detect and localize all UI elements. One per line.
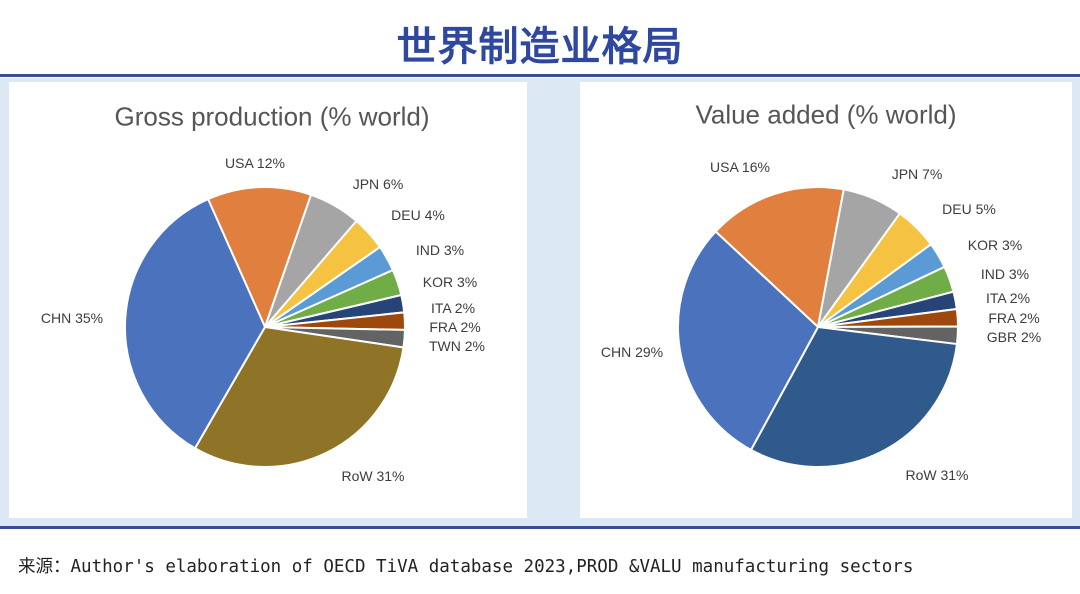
data-label-kor: KOR 3% [967,237,1023,253]
data-label-ind: IND 3% [980,266,1030,282]
data-label-twn: TWN 2% [429,338,485,354]
data-label-usa: USA 16% [710,159,770,175]
source-caption: 来源：Author's elaboration of OECD TiVA dat… [18,557,914,577]
page-title: 世界制造业格局 [396,24,684,70]
pie-slice-row [749,325,959,468]
pie-slice-usa [714,186,845,329]
pie-slice-chn [124,197,267,450]
data-label-ita: ITA 2% [430,300,476,316]
data-label-kor: KOR 3% [422,274,478,290]
bottom-divider [0,526,1080,529]
data-label-deu: DEU 4% [391,207,445,223]
data-label-chn: CHN 29% [600,344,664,360]
data-label-row: RoW 31% [341,468,405,484]
data-label-jpn: JPN 6% [352,176,404,192]
data-label-chn: CHN 35% [40,310,104,326]
top-divider [0,74,1080,77]
data-label-gbr: GBR 2% [986,329,1042,345]
data-label-deu: DEU 5% [942,201,996,217]
data-label-ita: ITA 2% [985,290,1031,306]
data-label-fra: FRA 2% [988,310,1040,326]
chart-title-gross-production: Gross production (% world) [114,101,430,132]
pie-slice-usa [206,186,313,330]
pie-slice-chn [677,230,820,452]
data-label-usa: USA 12% [225,155,285,171]
data-label-jpn: JPN 7% [891,166,943,182]
data-label-fra: FRA 2% [429,319,481,335]
data-label-ind: IND 3% [415,242,465,258]
pie-slice-row [193,325,405,468]
chart-title-value-added: Value added (% world) [695,99,957,130]
data-label-row: RoW 31% [905,467,969,483]
